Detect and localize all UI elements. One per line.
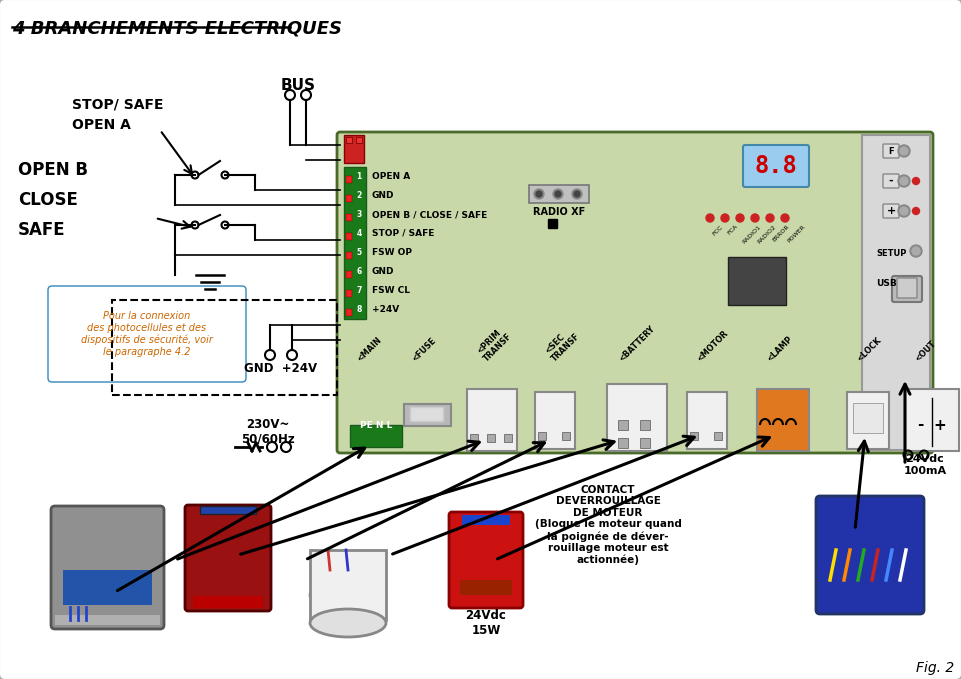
Circle shape bbox=[751, 214, 759, 222]
Text: 4 BRANCHEMENTS ELECTRIQUES: 4 BRANCHEMENTS ELECTRIQUES bbox=[12, 20, 342, 38]
Text: STOP / SAFE: STOP / SAFE bbox=[372, 229, 434, 238]
Circle shape bbox=[553, 189, 563, 199]
Circle shape bbox=[910, 245, 922, 257]
Circle shape bbox=[555, 191, 561, 197]
FancyBboxPatch shape bbox=[346, 214, 352, 221]
Text: ERROR: ERROR bbox=[772, 224, 791, 243]
Text: <SEC
TRANSF: <SEC TRANSF bbox=[543, 324, 582, 363]
Circle shape bbox=[766, 214, 774, 222]
Text: STOP/ SAFE: STOP/ SAFE bbox=[72, 98, 163, 112]
FancyBboxPatch shape bbox=[640, 420, 650, 430]
FancyBboxPatch shape bbox=[905, 389, 959, 451]
FancyBboxPatch shape bbox=[346, 271, 352, 278]
FancyBboxPatch shape bbox=[562, 432, 570, 440]
Text: <LAMP: <LAMP bbox=[765, 334, 794, 363]
Text: RADIO2: RADIO2 bbox=[757, 224, 777, 244]
Text: -: - bbox=[889, 176, 894, 186]
FancyBboxPatch shape bbox=[185, 505, 271, 611]
Circle shape bbox=[898, 145, 910, 157]
Text: 4: 4 bbox=[357, 229, 361, 238]
FancyBboxPatch shape bbox=[346, 309, 352, 316]
FancyBboxPatch shape bbox=[470, 434, 478, 442]
Text: USB: USB bbox=[876, 278, 897, 287]
FancyBboxPatch shape bbox=[63, 570, 152, 605]
Text: Fig. 2: Fig. 2 bbox=[916, 661, 954, 675]
Circle shape bbox=[574, 191, 580, 197]
Text: 230V~
50/60Hz: 230V~ 50/60Hz bbox=[241, 418, 295, 446]
FancyBboxPatch shape bbox=[193, 596, 263, 608]
FancyBboxPatch shape bbox=[883, 174, 899, 188]
Circle shape bbox=[913, 208, 920, 215]
FancyBboxPatch shape bbox=[504, 434, 512, 442]
Circle shape bbox=[900, 207, 908, 215]
Text: CONTACT
DEVERROUILLAGE
DE MOTEUR
(Bloque le moteur quand
la poignée de déver-
ro: CONTACT DEVERROUILLAGE DE MOTEUR (Bloque… bbox=[534, 485, 681, 566]
Text: FSW OP: FSW OP bbox=[372, 248, 412, 257]
Text: SAFE: SAFE bbox=[18, 221, 65, 239]
FancyBboxPatch shape bbox=[346, 195, 352, 202]
FancyBboxPatch shape bbox=[344, 167, 366, 319]
Text: <BATTERY: <BATTERY bbox=[617, 324, 656, 363]
Text: GND: GND bbox=[372, 267, 395, 276]
FancyBboxPatch shape bbox=[404, 404, 451, 426]
FancyBboxPatch shape bbox=[200, 506, 256, 514]
Text: 8: 8 bbox=[357, 305, 361, 314]
Text: FCA: FCA bbox=[727, 224, 739, 236]
Text: 5: 5 bbox=[357, 248, 361, 257]
Circle shape bbox=[898, 175, 910, 187]
FancyBboxPatch shape bbox=[350, 425, 402, 447]
Text: 7: 7 bbox=[357, 286, 361, 295]
FancyBboxPatch shape bbox=[853, 403, 883, 433]
FancyBboxPatch shape bbox=[535, 392, 575, 449]
Text: OPEN A: OPEN A bbox=[72, 118, 131, 132]
FancyBboxPatch shape bbox=[529, 185, 589, 203]
Text: SETUP: SETUP bbox=[876, 249, 906, 257]
FancyBboxPatch shape bbox=[548, 219, 557, 228]
Text: F: F bbox=[888, 147, 894, 155]
Circle shape bbox=[536, 191, 542, 197]
Text: OPEN A: OPEN A bbox=[372, 172, 410, 181]
Text: RADIO1: RADIO1 bbox=[742, 224, 762, 244]
Text: <LOCK: <LOCK bbox=[855, 335, 883, 363]
FancyBboxPatch shape bbox=[690, 432, 698, 440]
Text: <MAIN: <MAIN bbox=[355, 335, 383, 363]
FancyBboxPatch shape bbox=[344, 135, 364, 163]
Circle shape bbox=[898, 205, 910, 217]
Text: 8.8: 8.8 bbox=[754, 154, 798, 178]
FancyBboxPatch shape bbox=[714, 432, 722, 440]
FancyBboxPatch shape bbox=[897, 278, 917, 298]
FancyBboxPatch shape bbox=[618, 420, 628, 430]
Circle shape bbox=[534, 189, 544, 199]
FancyBboxPatch shape bbox=[487, 434, 495, 442]
Text: OPEN B: OPEN B bbox=[18, 161, 88, 179]
FancyBboxPatch shape bbox=[55, 615, 160, 625]
FancyBboxPatch shape bbox=[310, 550, 386, 620]
Text: 24Vdc
15W: 24Vdc 15W bbox=[465, 609, 506, 637]
Circle shape bbox=[912, 247, 920, 255]
Circle shape bbox=[900, 147, 908, 155]
Text: <PRIM
TRANSF: <PRIM TRANSF bbox=[475, 324, 514, 363]
FancyBboxPatch shape bbox=[862, 135, 930, 450]
Text: 3: 3 bbox=[357, 210, 361, 219]
Text: 2: 2 bbox=[357, 191, 361, 200]
Text: <FUSE: <FUSE bbox=[410, 335, 437, 363]
Text: <MOTOR: <MOTOR bbox=[695, 329, 729, 363]
Text: PE N L: PE N L bbox=[359, 420, 392, 430]
FancyBboxPatch shape bbox=[460, 580, 512, 595]
FancyBboxPatch shape bbox=[346, 176, 352, 183]
Text: +: + bbox=[934, 418, 947, 433]
Text: FSW CL: FSW CL bbox=[372, 286, 410, 295]
Text: GND: GND bbox=[372, 191, 395, 200]
Text: POWER: POWER bbox=[787, 224, 806, 244]
Circle shape bbox=[572, 189, 582, 199]
FancyBboxPatch shape bbox=[816, 496, 924, 614]
FancyBboxPatch shape bbox=[883, 204, 899, 218]
Text: Pour la connexion
des photocellules et des
dispositifs de sécurité, voir
le para: Pour la connexion des photocellules et d… bbox=[81, 311, 213, 356]
FancyBboxPatch shape bbox=[640, 438, 650, 448]
FancyBboxPatch shape bbox=[337, 132, 933, 453]
Text: OPEN B / CLOSE / SAFE: OPEN B / CLOSE / SAFE bbox=[372, 210, 487, 219]
Text: FCC: FCC bbox=[712, 224, 725, 236]
FancyBboxPatch shape bbox=[883, 144, 899, 158]
FancyBboxPatch shape bbox=[346, 290, 352, 297]
FancyBboxPatch shape bbox=[892, 276, 922, 302]
